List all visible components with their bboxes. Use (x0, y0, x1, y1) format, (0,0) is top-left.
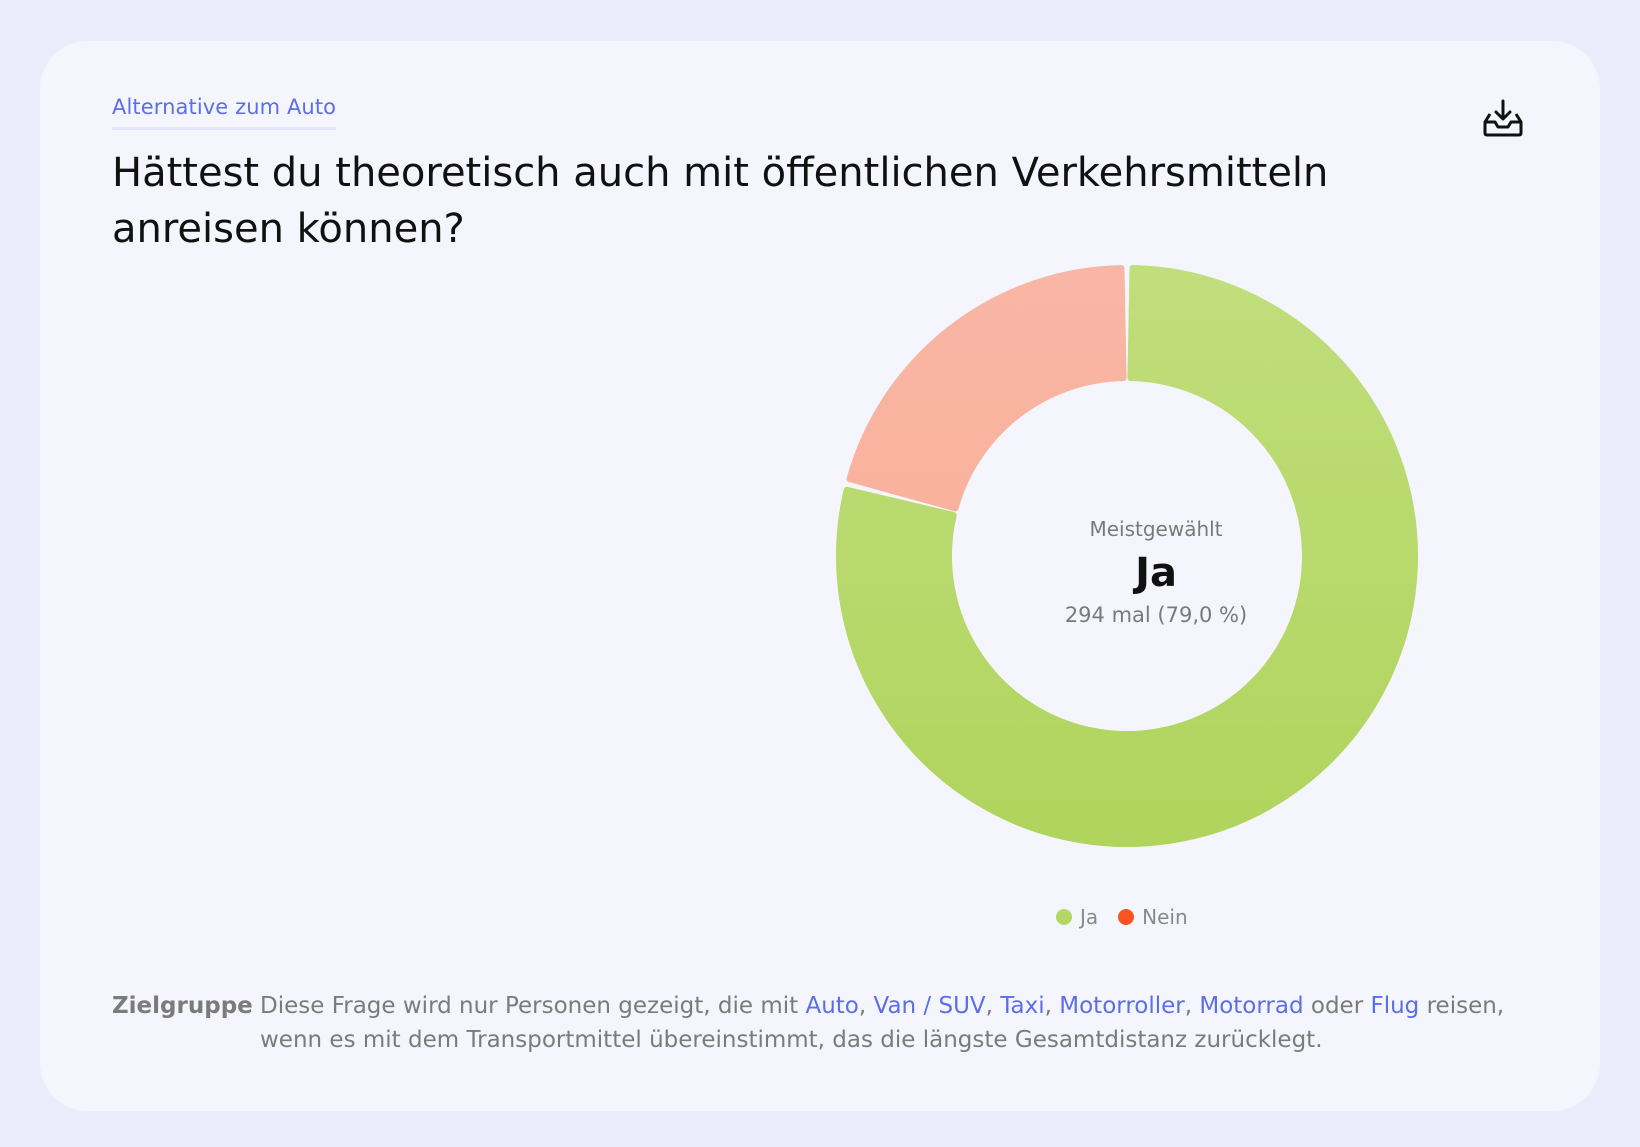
category-label[interactable]: Alternative zum Auto (112, 95, 337, 130)
separator: , (985, 993, 993, 1019)
separator: , (858, 993, 867, 1019)
legend-label-nein: Nein (1142, 905, 1188, 929)
question-title: Hättest du theoretisch auch mit öffentli… (112, 150, 1329, 252)
link-motorrad[interactable]: Motorrad (1199, 993, 1304, 1019)
legend-label-ja: Ja (1080, 905, 1099, 929)
center-value: Ja (1135, 550, 1177, 596)
link-auto[interactable]: Auto (805, 993, 859, 1019)
link-van-suv[interactable]: Van / SUV (873, 993, 986, 1019)
legend-item-nein[interactable]: Nein (1118, 905, 1188, 929)
link-taxi[interactable]: Taxi (1000, 993, 1045, 1019)
center-label: Meistgewählt (1089, 517, 1223, 541)
chart-center-summary: Meistgewählt Ja 294 mal (79,0 %) (966, 517, 1346, 627)
link-motorroller[interactable]: Motorroller (1059, 993, 1185, 1019)
legend-dot-nein (1118, 909, 1135, 925)
target-group-note: Zielgruppe Diese Frage wird nur Personen… (112, 989, 1532, 1057)
target-group-label: Zielgruppe (112, 993, 253, 1019)
center-count: 294 mal (79,0 %) (1064, 603, 1248, 627)
question-card: Alternative zum Auto Hättest du theoreti… (40, 41, 1600, 1111)
target-group-text: Diese Frage wird nur Personen gezeigt, d… (260, 989, 1532, 1057)
separator: , (1044, 993, 1052, 1019)
legend-item-ja[interactable]: Ja (1056, 905, 1098, 929)
separator: , (1184, 993, 1193, 1019)
link-flug[interactable]: Flug (1370, 993, 1420, 1019)
download-tray-icon (1483, 99, 1523, 137)
chart-legend: Ja Nein (1056, 905, 1188, 929)
target-group-outro: reisen, wenn es mit dem Transportmittel … (260, 993, 1505, 1053)
separator-oder: oder (1310, 993, 1364, 1019)
download-icon[interactable] (1480, 95, 1526, 141)
target-group-intro: Diese Frage wird nur Personen gezeigt, d… (260, 993, 799, 1019)
donut-slice-nein[interactable] (846, 265, 1127, 512)
legend-dot-ja (1056, 909, 1072, 925)
